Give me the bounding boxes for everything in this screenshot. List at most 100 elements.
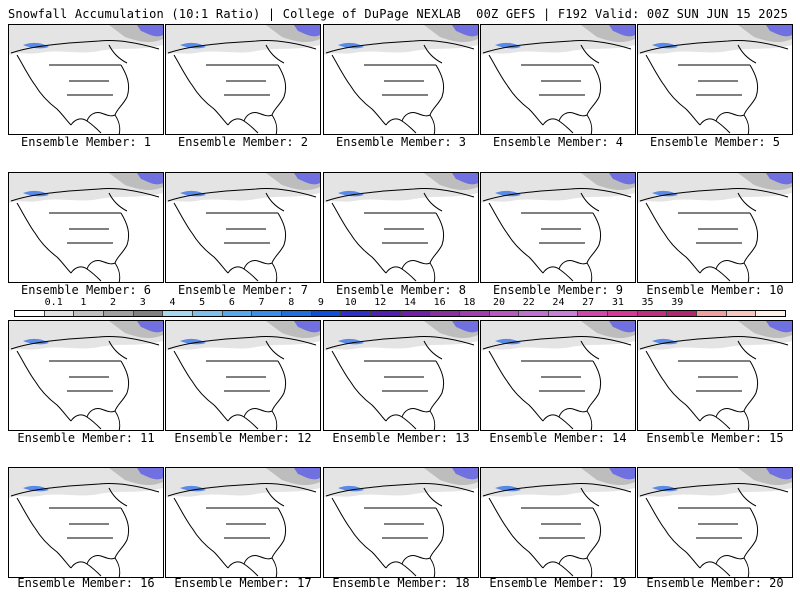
colorbar-tick-label: 14 bbox=[403, 297, 417, 308]
snow-field-west bbox=[495, 190, 521, 197]
colorbar-segment bbox=[637, 311, 668, 316]
snow-field-west bbox=[23, 338, 49, 345]
colorbar-segment bbox=[459, 311, 490, 316]
snow-field-west bbox=[652, 190, 678, 197]
snow-field-west bbox=[180, 42, 206, 49]
colorbar-segment bbox=[548, 311, 579, 316]
snow-field-deep bbox=[609, 25, 635, 37]
colorbar-tick-label: 9 bbox=[317, 297, 324, 308]
ensemble-map-panel bbox=[323, 172, 479, 283]
coastline-borders bbox=[167, 188, 317, 282]
snow-field-deep bbox=[137, 321, 163, 333]
ensemble-member-label: Ensemble Member: 12 bbox=[174, 431, 312, 445]
coastline-borders bbox=[10, 483, 160, 577]
north-america-map bbox=[481, 321, 635, 430]
colorbar-segment bbox=[430, 311, 460, 316]
snow-field-west bbox=[495, 485, 521, 492]
colorbar-tick-label: 12 bbox=[374, 297, 387, 308]
colorbar-segment bbox=[133, 311, 164, 316]
snow-field-deep bbox=[137, 25, 163, 37]
snow-field-deep bbox=[766, 173, 792, 185]
colorbar-segment bbox=[74, 311, 104, 316]
colorbar-segment bbox=[311, 311, 342, 316]
colorbar-labels: 0.1 1 2 3 4 5 6 7 8 9 10 12 14 16 18 20 22 24 27 31 35 39 bbox=[14, 297, 786, 309]
ensemble-map-panel bbox=[323, 320, 479, 431]
ensemble-member-label: Ensemble Member: 1 bbox=[20, 135, 152, 149]
ensemble-member-label: Ensemble Member: 7 bbox=[177, 283, 309, 297]
north-america-map bbox=[638, 25, 792, 134]
ensemble-map-panel bbox=[165, 172, 321, 283]
colorbar-segment bbox=[163, 311, 193, 316]
colorbar-segment bbox=[756, 311, 786, 316]
ensemble-map-panel bbox=[323, 467, 479, 578]
snow-field-west bbox=[338, 485, 364, 492]
colorbar-segment bbox=[103, 311, 134, 316]
coastline-borders bbox=[10, 188, 160, 282]
north-america-map bbox=[638, 173, 792, 282]
ensemble-map-panel bbox=[480, 467, 636, 578]
north-america-map bbox=[166, 468, 320, 577]
colorbar-segment bbox=[222, 311, 253, 316]
ensemble-member-label: Ensemble Member: 14 bbox=[489, 431, 627, 445]
snow-field-deep bbox=[294, 173, 320, 185]
ensemble-member-label: Ensemble Member: 3 bbox=[335, 135, 467, 149]
coastline-borders bbox=[325, 40, 475, 134]
ensemble-map-panel bbox=[480, 172, 636, 283]
coastline-borders bbox=[10, 336, 160, 430]
snow-field-deep bbox=[452, 25, 478, 37]
snow-field-west bbox=[23, 190, 49, 197]
ensemble-member-label: Ensemble Member: 18 bbox=[332, 576, 470, 590]
coastline-borders bbox=[167, 336, 317, 430]
ensemble-map-panel bbox=[165, 467, 321, 578]
ensemble-map-panel bbox=[480, 24, 636, 135]
north-america-map bbox=[166, 25, 320, 134]
map-title: Snowfall Accumulation (10:1 Ratio) | Col… bbox=[8, 7, 461, 21]
colorbar-segment bbox=[400, 311, 431, 316]
ensemble-member-label: Ensemble Member: 15 bbox=[646, 431, 784, 445]
ensemble-map-panel bbox=[165, 320, 321, 431]
coastline-borders bbox=[167, 40, 317, 134]
north-america-map bbox=[324, 321, 478, 430]
snow-field-deep bbox=[609, 173, 635, 185]
snow-field-west bbox=[23, 42, 49, 49]
snow-field-deep bbox=[452, 321, 478, 333]
north-america-map bbox=[166, 321, 320, 430]
snow-field-west bbox=[180, 190, 206, 197]
ensemble-member-label: Ensemble Member: 17 bbox=[174, 576, 312, 590]
snow-field-west bbox=[652, 338, 678, 345]
colorbar-tick-label: 2 bbox=[110, 297, 117, 308]
ensemble-map-panel bbox=[8, 467, 164, 578]
north-america-map bbox=[638, 468, 792, 577]
coastline-borders bbox=[482, 483, 632, 577]
snow-field-deep bbox=[766, 321, 792, 333]
colorbar-segment bbox=[608, 311, 638, 316]
colorbar-tick-label: 8 bbox=[288, 297, 295, 308]
colorbar-segment bbox=[44, 311, 75, 316]
coastline-borders bbox=[325, 483, 475, 577]
colorbar-segment bbox=[578, 311, 609, 316]
north-america-map bbox=[324, 25, 478, 134]
ensemble-member-label: Ensemble Member: 19 bbox=[489, 576, 627, 590]
ensemble-map-panel bbox=[637, 467, 793, 578]
colorbar-tick-label: 18 bbox=[463, 297, 476, 308]
coastline-borders bbox=[639, 483, 789, 577]
north-america-map bbox=[9, 321, 163, 430]
colorbar-tick-label: 0.1 bbox=[44, 297, 63, 308]
ensemble-map-panel bbox=[165, 24, 321, 135]
colorbar-segment bbox=[519, 311, 549, 316]
snow-field-west bbox=[338, 338, 364, 345]
colorbar-segment bbox=[370, 311, 401, 316]
ensemble-member-label: Ensemble Member: 4 bbox=[492, 135, 624, 149]
colorbar-tick-label: 6 bbox=[228, 297, 235, 308]
snow-field-west bbox=[652, 42, 678, 49]
colorbar-tick-label: 7 bbox=[258, 297, 265, 308]
coastline-borders bbox=[639, 336, 789, 430]
snow-field-deep bbox=[294, 468, 320, 480]
north-america-map bbox=[9, 468, 163, 577]
colorbar-segment bbox=[281, 311, 312, 316]
ensemble-member-label: Ensemble Member: 13 bbox=[332, 431, 470, 445]
coastline-borders bbox=[639, 188, 789, 282]
snow-field-west bbox=[180, 485, 206, 492]
snow-field-deep bbox=[609, 468, 635, 480]
colorbar-tick-label: 35 bbox=[641, 297, 654, 308]
